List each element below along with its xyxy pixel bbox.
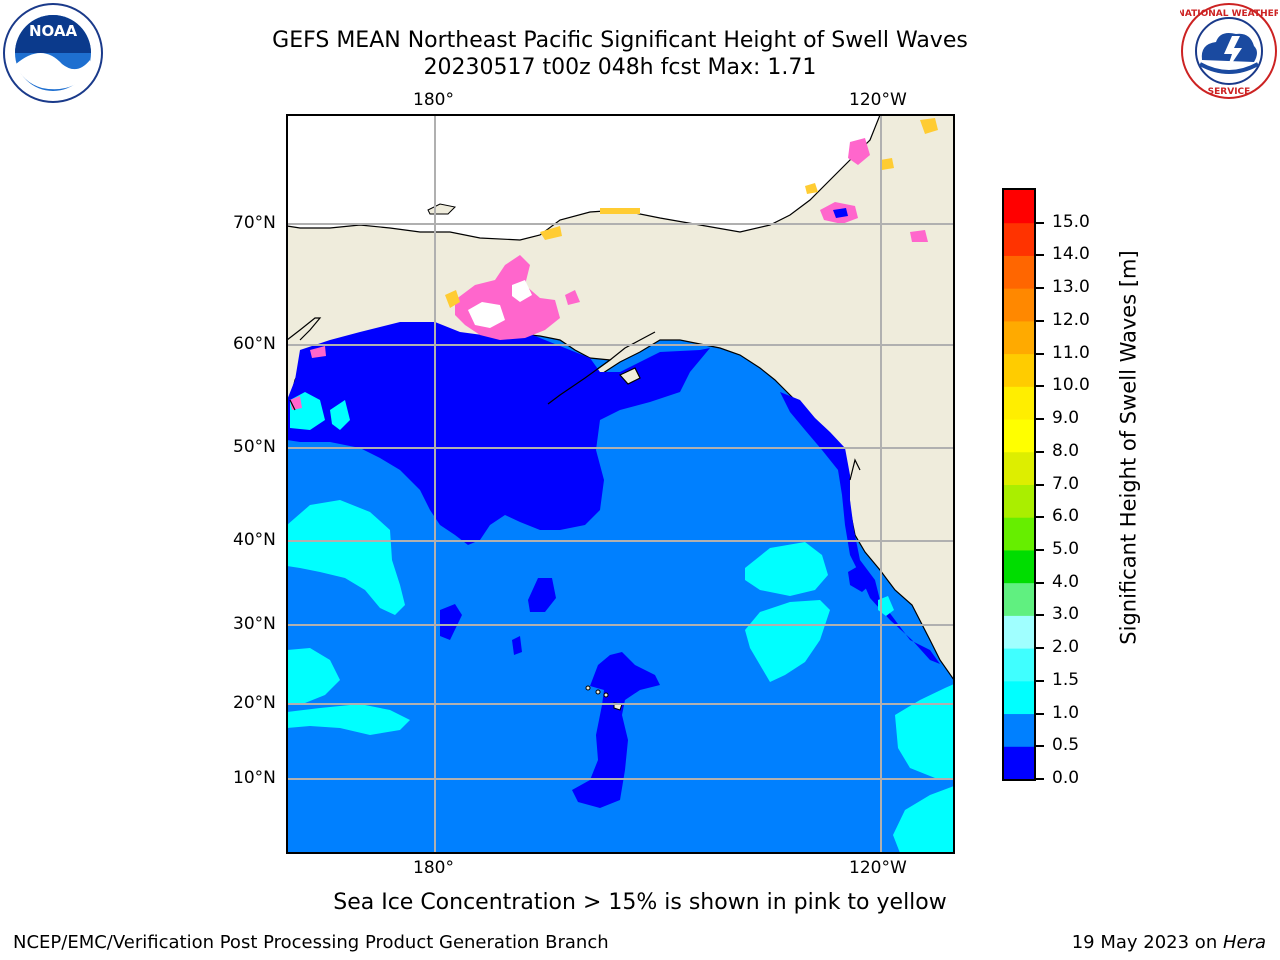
ocean-cyan-west-upper2 — [330, 400, 350, 430]
footer-date: 19 May 2023 on Hera — [1072, 932, 1266, 953]
colorbar-tick-label: 12.0 — [1052, 309, 1090, 330]
ocean-dark-bering — [287, 322, 710, 545]
colorbar — [1002, 188, 1036, 781]
colorbar-tick-mark — [1036, 221, 1044, 224]
colorbar-bin — [1004, 320, 1034, 355]
lat-label-50n: 50°N — [233, 437, 276, 457]
colorbar-tick-label: 9.0 — [1052, 408, 1080, 429]
map-subtitle: 20230517 t00z 048h fcst Max: 1.71 — [423, 55, 817, 80]
colorbar-tick-label: 13.0 — [1052, 277, 1090, 298]
ocean-cyan-east-10n — [893, 786, 954, 853]
svg-text:SERVICE: SERVICE — [1208, 87, 1251, 97]
colorbar-bin — [1004, 648, 1034, 682]
noaa-logo: NOAA — [3, 3, 103, 103]
colorbar-bin — [1004, 582, 1034, 616]
ocean-dark-mid2 — [440, 604, 462, 640]
ocean-cyan-west-20n — [287, 704, 410, 735]
colorbar-bin — [1004, 190, 1034, 224]
colorbar-tick-mark — [1036, 778, 1044, 780]
colorbar-bin — [1004, 615, 1034, 649]
nws-logo: NATIONAL WEATHER SERVICE — [1180, 3, 1278, 99]
lat-label-40n: 40°N — [233, 530, 276, 550]
colorbar-tick-label: 1.5 — [1052, 669, 1080, 690]
lat-label-10n: 10°N — [233, 768, 276, 788]
colorbar-bin — [1004, 255, 1034, 289]
ocean-dark-mid4 — [848, 565, 870, 592]
coast-arctic — [286, 114, 881, 241]
graticule — [287, 115, 954, 853]
lon-label-bottom-180: 180° — [413, 858, 454, 878]
noaa-logo-text: NOAA — [29, 22, 78, 40]
lat-label-70n: 70°N — [233, 213, 276, 233]
ocean-cyan-westpac — [287, 500, 405, 615]
colorbar-bin — [1004, 680, 1034, 715]
lon-label-top-120w: 120°W — [849, 90, 907, 110]
colorbar-tick-mark — [1036, 450, 1044, 453]
colorbar-tick-label: 0.0 — [1052, 768, 1080, 788]
footer-date-text: 19 May 2023 on — [1071, 932, 1223, 953]
colorbar-tick-mark — [1036, 647, 1044, 650]
colorbar-tick-mark — [1036, 614, 1044, 617]
colorbar-tick-label: 6.0 — [1052, 506, 1080, 527]
colorbar-tick-mark — [1036, 581, 1044, 584]
ocean-dark-hawaii — [572, 652, 660, 808]
colorbar-bin — [1004, 451, 1034, 485]
colorbar-tick-mark — [1036, 483, 1044, 486]
colorbar-tick-mark — [1036, 418, 1044, 421]
lat-label-60n: 60°N — [233, 334, 276, 354]
colorbar-bin — [1004, 517, 1034, 551]
colorbar-bin — [1004, 549, 1034, 584]
colorbar-bin — [1004, 419, 1034, 453]
ocean-cyan-east-20n — [895, 684, 954, 780]
map-panel — [286, 114, 955, 854]
colorbar-tick-mark — [1036, 548, 1044, 551]
colorbar-tick-mark — [1036, 516, 1044, 519]
colorbar-tick-mark — [1036, 385, 1044, 388]
map-title: GEFS MEAN Northeast Pacific Significant … — [272, 28, 968, 53]
colorbar-tick-label: 8.0 — [1052, 440, 1080, 461]
colorbar-tick-label: 4.0 — [1052, 571, 1080, 592]
colorbar-tick-label: 2.0 — [1052, 637, 1080, 658]
footer-machine: Hera — [1222, 932, 1266, 953]
colorbar-bin — [1004, 386, 1034, 420]
colorbar-bin — [1004, 484, 1034, 518]
colorbar-bin — [1004, 222, 1034, 256]
colorbar-tick-mark — [1036, 319, 1044, 322]
ocean-cyan-east-40n — [745, 542, 828, 596]
lon-label-bottom-120w: 120°W — [849, 858, 907, 878]
ocean-dark-mid3 — [512, 636, 522, 655]
lon-label-top-180: 180° — [413, 90, 454, 110]
colorbar-label: Significant Height of Swell Waves [m] — [1116, 250, 1141, 645]
colorbar-tick-label: 14.0 — [1052, 244, 1090, 265]
lat-label-20n: 20°N — [233, 693, 276, 713]
colorbar-tick-mark — [1036, 254, 1044, 257]
lat-label-30n: 30°N — [233, 614, 276, 634]
map-frame — [286, 114, 955, 854]
coastlines — [286, 317, 861, 481]
colorbar-tick-mark — [1036, 745, 1044, 748]
ocean-dark-mid1 — [528, 578, 556, 612]
colorbar-tick-label: 10.0 — [1052, 375, 1090, 396]
colorbar-tick-label: 0.5 — [1052, 735, 1080, 756]
colorbar-tick-label: 5.0 — [1052, 538, 1080, 559]
colorbar-tick-mark — [1036, 679, 1044, 682]
sea-ice — [290, 118, 938, 410]
colorbar-tick-label: 3.0 — [1052, 604, 1080, 625]
colorbar-tick-label: 11.0 — [1052, 342, 1090, 363]
colorbar-tick-label: 15.0 — [1052, 211, 1090, 232]
ocean-cyan-east-30n — [745, 600, 830, 682]
colorbar-bin — [1004, 288, 1034, 322]
colorbar-bin — [1004, 353, 1034, 387]
ocean-cyan-west-low — [287, 648, 340, 705]
svg-text:NATIONAL WEATHER: NATIONAL WEATHER — [1180, 9, 1278, 19]
footer-credit: NCEP/EMC/Verification Post Processing Pr… — [13, 932, 609, 953]
colorbar-tick-mark — [1036, 352, 1044, 355]
colorbar-tick-label: 1.0 — [1052, 702, 1080, 723]
sea-ice-caption: Sea Ice Concentration > 15% is shown in … — [333, 890, 947, 915]
colorbar-bin — [1004, 746, 1034, 780]
colorbar-tick-mark — [1036, 712, 1044, 715]
colorbar-tick-mark — [1036, 287, 1044, 290]
colorbar-bin — [1004, 713, 1034, 747]
colorbar-tick-label: 7.0 — [1052, 473, 1080, 494]
